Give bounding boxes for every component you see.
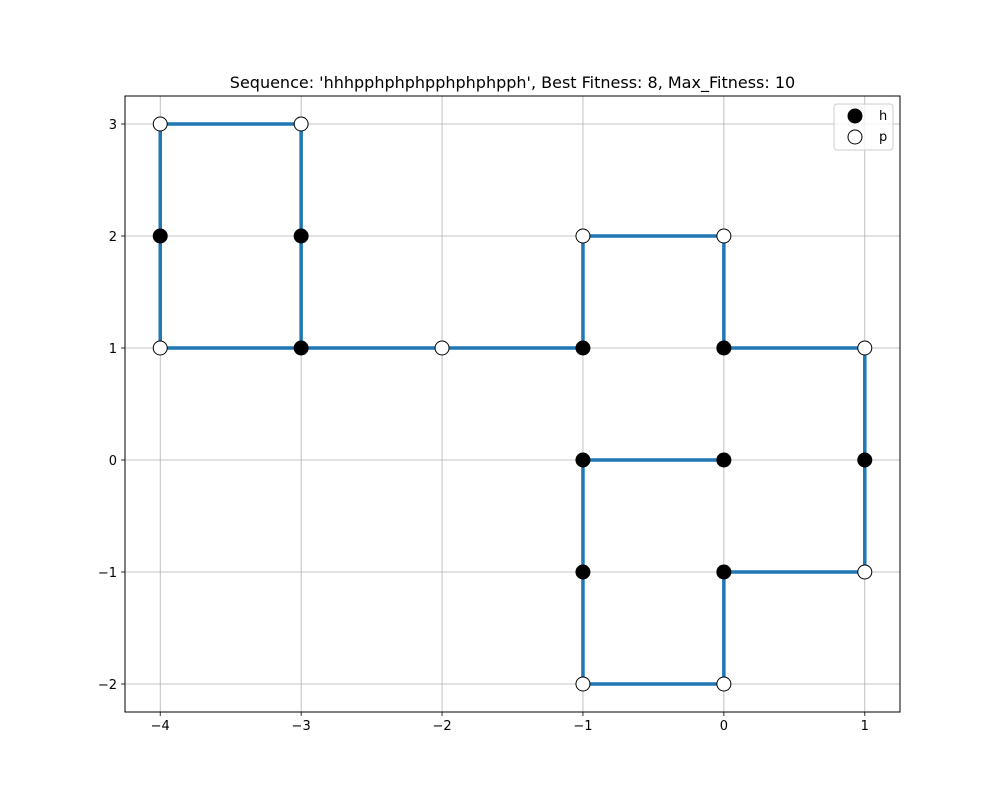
x-tick-label: −1 bbox=[573, 719, 592, 734]
y-tick-label: −1 bbox=[98, 566, 117, 581]
y-tick-label: −2 bbox=[98, 678, 117, 693]
legend-marker-p bbox=[847, 129, 863, 145]
y-tick-label: 3 bbox=[109, 118, 117, 133]
h-residue-point bbox=[575, 564, 591, 580]
p-residue-point bbox=[434, 340, 450, 356]
plot-frame bbox=[124, 95, 901, 713]
x-tick-label: −4 bbox=[151, 719, 170, 734]
p-residue-point bbox=[716, 676, 732, 692]
h-residue-point bbox=[857, 452, 873, 468]
p-residue-point bbox=[152, 340, 168, 356]
h-residue-point bbox=[716, 340, 732, 356]
x-tick-label: 1 bbox=[861, 719, 869, 734]
y-tick-label: 1 bbox=[109, 342, 117, 357]
y-tick-label: 0 bbox=[109, 454, 117, 469]
h-residue-point bbox=[575, 340, 591, 356]
p-residue-point bbox=[152, 116, 168, 132]
p-residue-point bbox=[716, 228, 732, 244]
x-tick-label: −2 bbox=[432, 719, 451, 734]
h-residue-point bbox=[716, 452, 732, 468]
legend-marker-h bbox=[847, 108, 863, 124]
legend: h p bbox=[833, 103, 894, 151]
h-residue-point bbox=[293, 340, 309, 356]
x-tick-label: −3 bbox=[292, 719, 311, 734]
h-residue-point bbox=[152, 228, 168, 244]
p-residue-point bbox=[575, 228, 591, 244]
legend-label-h: h bbox=[879, 109, 887, 124]
h-residue-point bbox=[293, 228, 309, 244]
p-residue-point bbox=[293, 116, 309, 132]
chart-title: Sequence: 'hhhpphphphpphphphpph', Best F… bbox=[230, 73, 795, 93]
legend-label-p: p bbox=[879, 130, 887, 145]
axis-ticks: −4 −3 −2 −1 0 1 −2 −1 0 1 2 3 bbox=[98, 118, 869, 734]
p-residue-point bbox=[857, 564, 873, 580]
h-residue-point bbox=[575, 452, 591, 468]
p-residue-point bbox=[575, 676, 591, 692]
h-residue-point bbox=[716, 564, 732, 580]
residue-markers bbox=[152, 116, 873, 692]
p-residue-point bbox=[857, 340, 873, 356]
y-tick-label: 2 bbox=[109, 230, 117, 245]
x-tick-label: 0 bbox=[720, 719, 728, 734]
